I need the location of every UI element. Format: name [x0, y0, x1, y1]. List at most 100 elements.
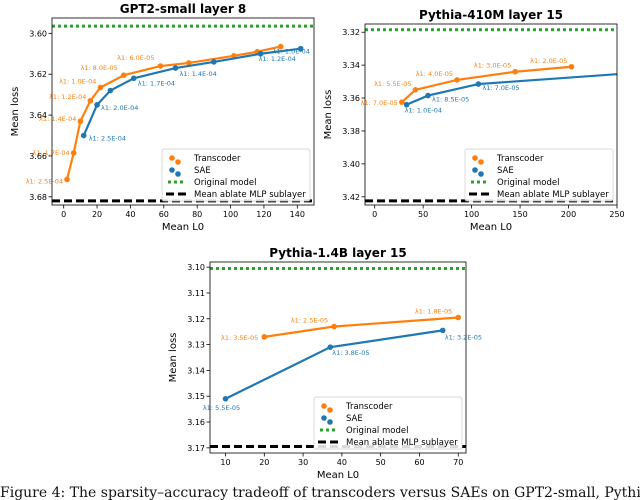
x-tick-label: 140: [290, 210, 305, 219]
legend: Transcoder SAE Original model Mean ablate M…: [313, 396, 463, 450]
y-tick-label: 3.66: [29, 152, 47, 161]
legend-marker-icon: [321, 415, 327, 421]
x-axis-label: Mean L0: [317, 470, 359, 481]
legend-marker-icon: [321, 403, 327, 409]
legend-marker-icon: [327, 407, 333, 413]
chart-title: GPT2-small layer 8: [120, 2, 247, 16]
data-point-transcoder: [455, 314, 462, 321]
y-tick-label: 3.38: [342, 127, 360, 136]
x-tick-label: 30: [298, 458, 308, 467]
point-label-sae: λ1: 3.2E-05: [445, 333, 482, 341]
legend: Transcoder SAE Original model Mean ablate M…: [161, 148, 311, 202]
legend-marker-icon: [327, 419, 333, 425]
legend-box: [313, 396, 463, 450]
x-tick-label: 60: [159, 210, 169, 219]
data-point-transcoder: [454, 77, 460, 83]
point-label-sae: λ1: 1.0E-04: [405, 107, 442, 115]
data-point-sae: [94, 102, 100, 108]
x-tick-label: 60: [414, 458, 424, 467]
data-point-sae: [107, 87, 114, 94]
x-tick-label: 250: [609, 210, 624, 219]
chart-3: Pythia-1.4B layer 15 λ1: 3.5E-05 λ1: 2.5E-…: [168, 246, 482, 481]
x-tick-label: 120: [256, 210, 271, 219]
y-tick-label: 3.12: [187, 315, 205, 324]
data-point-transcoder: [157, 63, 164, 69]
legend-label: SAE: [194, 166, 211, 176]
x-tick-label: 50: [418, 210, 428, 219]
data-point-transcoder: [70, 150, 77, 156]
data-point-transcoder: [277, 43, 284, 50]
point-label-sae: λ1: 1.4E-04: [179, 70, 216, 78]
point-label-sae: λ1: 5.5E-05: [203, 404, 240, 412]
data-point-transcoder: [97, 84, 104, 91]
point-label-sae: λ1: 2.0E-04: [101, 104, 138, 112]
data-point-sae: [403, 101, 410, 108]
data-point-transcoder: [261, 334, 268, 340]
point-label-transcoder: λ1: 2.5E-04: [26, 177, 63, 185]
plot-frame: [209, 261, 467, 454]
data-point-sae: [327, 344, 334, 350]
data-point-transcoder: [399, 99, 405, 105]
point-label-transcoder: λ1: 1.4E-04: [39, 115, 76, 123]
point-label-transcoder: λ1: 8.0E-05: [80, 64, 117, 72]
legend-label: Transcoder: [345, 402, 393, 412]
legend-label: Mean ablate MLP sublayer: [194, 190, 306, 200]
data-point-sae: [297, 45, 304, 52]
data-point-transcoder: [186, 60, 192, 66]
point-label-sae: λ1: 1.7E-04: [138, 79, 175, 87]
point-label-transcoder: λ1: 5.5E-05: [374, 80, 411, 88]
y-tick-label: 3.64: [29, 111, 47, 120]
point-label-sae: λ1: 3.8E-05: [332, 349, 369, 357]
y-tick-label: 3.17: [187, 444, 205, 453]
y-tick-label: 3.16: [187, 418, 205, 427]
legend-label: Original model: [346, 426, 408, 436]
data-point-sae: [172, 65, 179, 71]
point-label-transcoder: λ1: 2.0E-05: [530, 57, 567, 65]
x-tick-label: 0: [61, 210, 66, 219]
legend-marker-icon: [175, 159, 181, 165]
plot-frame: [364, 23, 618, 206]
data-point-transcoder: [331, 323, 337, 330]
legend-label: Mean ablate MLP sublayer: [497, 190, 609, 200]
data-point-transcoder: [77, 118, 84, 125]
chart-2: Pythia-410M layer 15 λ1: 7.0E-05 λ1: 5.5E-…: [323, 8, 625, 233]
legend-marker-icon: [478, 159, 484, 165]
y-tick-label: 3.42: [342, 193, 360, 202]
data-point-sae: [80, 132, 87, 139]
y-axis-label: Mean loss: [10, 87, 21, 137]
data-point-sae: [211, 59, 217, 65]
series-line-sae: [406, 73, 618, 106]
point-label-transcoder: λ1: 1.7E-04: [32, 149, 69, 157]
point-label-transcoder: λ1: 7.0E-05: [361, 99, 398, 107]
data-point-transcoder: [568, 63, 575, 70]
y-tick-label: 3.34: [342, 61, 360, 70]
plot-frame: [51, 17, 315, 206]
y-tick-label: 3.68: [29, 193, 47, 202]
point-label-sae: λ1: 1.0E-04: [273, 48, 310, 56]
data-point-transcoder: [120, 72, 127, 79]
x-axis-label: Mean L0: [470, 222, 512, 233]
point-label-transcoder: λ1: 4.0E-05: [416, 70, 453, 78]
legend-marker-icon: [472, 167, 478, 173]
y-tick-label: 3.36: [342, 94, 360, 103]
x-tick-label: 200: [561, 210, 576, 219]
legend-label: SAE: [497, 166, 514, 176]
point-label-sae: λ1: 7.0E-05: [482, 84, 519, 92]
point-label-transcoder: λ1: 3.5E-05: [221, 334, 258, 342]
point-label-sae: λ1: 2.5E-04: [89, 135, 126, 143]
point-label-transcoder: λ1: 3.0E-05: [474, 62, 511, 70]
x-tick-label: 100: [464, 210, 479, 219]
legend-box: [464, 148, 614, 202]
series-line-sae: [82, 47, 301, 136]
y-tick-label: 3.10: [187, 263, 205, 272]
legend-label: Mean ablate MLP sublayer: [346, 438, 458, 448]
y-tick-label: 3.62: [29, 70, 47, 79]
data-point-sae: [222, 395, 229, 402]
data-point-sae: [257, 50, 264, 57]
legend-marker-icon: [472, 155, 478, 161]
y-tick-label: 3.13: [187, 341, 205, 350]
x-tick-label: 100: [223, 210, 238, 219]
legend-marker-icon: [169, 155, 175, 161]
data-point-transcoder: [64, 176, 70, 183]
legend-label: Transcoder: [193, 154, 241, 164]
